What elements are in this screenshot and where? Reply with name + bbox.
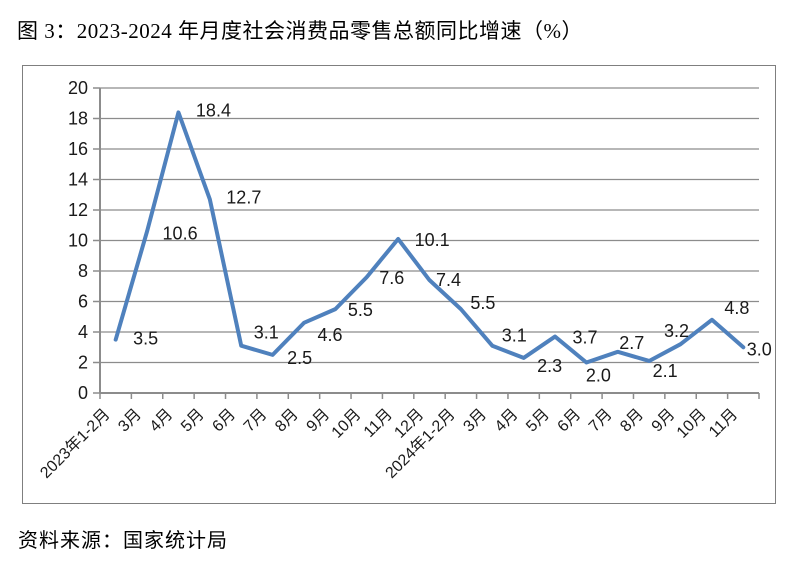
svg-text:20: 20	[68, 78, 88, 98]
svg-text:7.4: 7.4	[436, 270, 461, 290]
svg-text:3.2: 3.2	[664, 321, 689, 341]
svg-text:10.1: 10.1	[415, 230, 450, 250]
svg-text:2.5: 2.5	[287, 348, 312, 368]
svg-text:4月: 4月	[492, 406, 522, 436]
svg-text:10: 10	[68, 231, 88, 251]
svg-text:11月: 11月	[706, 406, 741, 441]
svg-text:4.6: 4.6	[317, 325, 342, 345]
svg-text:8月: 8月	[617, 406, 647, 436]
svg-text:7.6: 7.6	[379, 268, 404, 288]
svg-text:3.1: 3.1	[502, 326, 527, 346]
svg-text:4月: 4月	[147, 406, 177, 436]
y-axis-labels: 0 2 4 6 8 10 12 14 16 18 20	[68, 78, 88, 403]
svg-text:3月: 3月	[115, 406, 145, 436]
svg-text:6月: 6月	[209, 406, 239, 436]
svg-text:10月: 10月	[329, 406, 365, 442]
svg-text:6: 6	[78, 292, 88, 312]
svg-text:2: 2	[78, 353, 88, 373]
series-line	[113, 110, 746, 365]
svg-text:16: 16	[68, 139, 88, 159]
svg-text:3.0: 3.0	[747, 339, 772, 359]
svg-text:2.7: 2.7	[619, 333, 644, 353]
svg-text:2.1: 2.1	[653, 361, 678, 381]
svg-text:18: 18	[68, 109, 88, 129]
svg-text:4.8: 4.8	[724, 298, 749, 318]
svg-text:7月: 7月	[586, 406, 616, 436]
svg-text:4: 4	[78, 322, 88, 342]
svg-text:2.0: 2.0	[586, 366, 611, 386]
svg-text:2023年1-2月: 2023年1-2月	[37, 405, 114, 482]
source-note: 资料来源：国家统计局	[18, 530, 228, 552]
svg-text:10.6: 10.6	[163, 223, 198, 243]
svg-text:14: 14	[68, 170, 88, 190]
x-axis-labels: 2023年1-2月 3月 4月 5月 6月 7月 8月 9月10月11月12月2024年1-2…	[37, 405, 742, 482]
svg-text:3.7: 3.7	[573, 328, 598, 348]
svg-text:5.5: 5.5	[348, 300, 373, 320]
svg-text:3月: 3月	[460, 406, 490, 436]
svg-text:6月: 6月	[555, 406, 585, 436]
svg-text:5月: 5月	[178, 406, 208, 436]
svg-text:7月: 7月	[241, 406, 271, 436]
line-chart: 0 2 4 6 8 10 12 14 16 18 20 2023年1-2月 3月 4月 5月 6月 7月 8月 9月…	[37, 78, 772, 482]
svg-text:8月: 8月	[272, 406, 302, 436]
svg-text:5.5: 5.5	[470, 293, 495, 313]
svg-text:8: 8	[78, 261, 88, 281]
svg-text:3.5: 3.5	[133, 329, 158, 349]
svg-text:5月: 5月	[523, 406, 553, 436]
tick-marks	[93, 87, 760, 399]
svg-text:10月: 10月	[674, 406, 710, 442]
figure-title: 图 3：2023-2024 年月度社会消费品零售总额同比增速（%）	[17, 19, 583, 43]
svg-text:18.4: 18.4	[196, 100, 231, 120]
svg-text:0: 0	[78, 383, 88, 403]
svg-text:12: 12	[68, 200, 88, 220]
svg-text:12.7: 12.7	[226, 187, 261, 207]
chart-frame: 0 2 4 6 8 10 12 14 16 18 20 2023年1-2月 3月 4月 5月 6月 7月 8月 9月…	[22, 65, 776, 504]
svg-text:11月: 11月	[361, 406, 396, 441]
data-labels: 3.5 10.6 18.4 12.7 3.1 2.54.6 5.5 7.6 10.1 7.4 5.5…	[133, 100, 772, 385]
svg-text:2.3: 2.3	[537, 356, 562, 376]
svg-text:3.1: 3.1	[254, 323, 279, 343]
gridlines	[100, 87, 759, 364]
